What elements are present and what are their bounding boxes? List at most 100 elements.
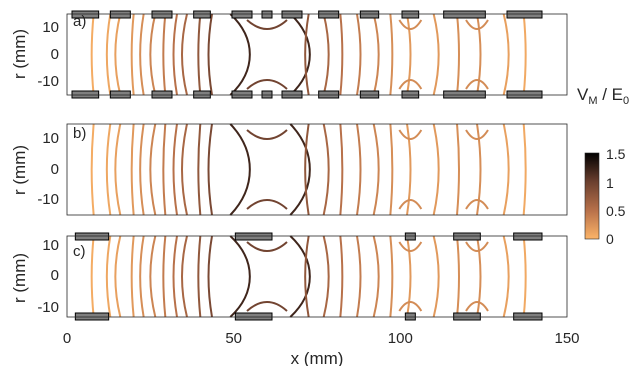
colorbar-tick-0: 0	[606, 231, 614, 247]
y-axis-label-a: r (mm)	[10, 29, 29, 79]
contour-line	[406, 13, 412, 96]
contour-line	[456, 235, 460, 318]
electrode-bottom	[261, 90, 273, 99]
contour-line	[130, 123, 135, 216]
contour-line	[372, 123, 380, 216]
ytick-label-10: 10	[42, 237, 59, 254]
electrode-bottom	[281, 90, 303, 99]
xtick-label-150: 150	[554, 330, 579, 347]
colorbar-tick-1: 1	[606, 175, 614, 191]
contour-loop	[398, 129, 423, 140]
contour-line	[356, 235, 362, 318]
contour-line	[502, 13, 510, 96]
contour-line	[322, 123, 330, 216]
electrode-bottom	[234, 312, 273, 321]
electrode-top	[261, 10, 273, 19]
panel-label-b: b)	[73, 125, 86, 142]
contour-line	[139, 235, 145, 318]
electrode-bottom	[401, 90, 420, 99]
contour-line	[502, 235, 510, 318]
electrode-bottom	[74, 312, 110, 321]
contour-line	[339, 235, 344, 318]
contour-line	[502, 123, 510, 216]
contour-loop	[465, 199, 489, 210]
electrode-top	[318, 10, 340, 19]
contour-line	[304, 235, 310, 318]
contour-line	[207, 13, 213, 96]
contour-line	[522, 13, 527, 96]
contour-loop	[465, 129, 489, 140]
ytick-label-0: 0	[51, 46, 59, 63]
electrode-bottom	[513, 312, 543, 321]
contour-line	[432, 13, 440, 96]
contour-line	[356, 123, 362, 216]
contour-line	[406, 123, 412, 216]
contour-line	[356, 13, 362, 96]
contour-loop	[398, 241, 423, 252]
x-axis-label: x (mm)	[291, 349, 344, 366]
contour-line	[432, 235, 440, 318]
contour-line	[322, 235, 330, 318]
y-axis-label-c: r (mm)	[10, 253, 29, 303]
axes-frame-b	[66, 123, 568, 216]
electrode-bottom	[151, 90, 173, 99]
contour-line	[139, 13, 145, 96]
electrode-bottom	[71, 90, 100, 99]
electrode-bottom	[318, 90, 340, 99]
electrode-bottom	[453, 312, 481, 321]
contour-line	[181, 123, 188, 216]
electrode-top	[74, 232, 110, 241]
contour-loop	[246, 199, 288, 210]
contour-line	[197, 235, 202, 318]
electrode-bottom	[506, 90, 543, 99]
electrode-top	[359, 10, 380, 19]
electrode-bottom	[443, 90, 486, 99]
contour-line	[130, 13, 135, 96]
axes-frame-c	[66, 235, 568, 318]
contour-line	[476, 123, 482, 216]
contour-loop	[398, 199, 423, 210]
contour-line	[372, 13, 380, 96]
contour-loop	[465, 79, 489, 90]
electrode-bottom	[109, 90, 131, 99]
contour-loop	[246, 129, 288, 140]
ytick-label-0: 0	[51, 267, 59, 284]
ytick-label-minus10: -10	[37, 299, 59, 316]
panel-a: a) 10 0 -10 r (mm)	[10, 10, 568, 99]
electrode-top	[443, 10, 486, 19]
contour-loop	[246, 301, 288, 312]
electrode-top	[151, 10, 173, 19]
contour-line	[456, 123, 460, 216]
contour-line	[229, 235, 251, 318]
electrode-top	[513, 232, 543, 241]
contour-line	[162, 123, 167, 216]
contour-line	[389, 235, 394, 318]
contour-line	[149, 13, 157, 96]
electrode-bottom	[193, 90, 211, 99]
contour-loop	[398, 301, 423, 312]
contour-line	[389, 13, 394, 96]
colorbar: VM / E0 1.5 1 0.5 0	[577, 85, 629, 247]
contour-loop	[465, 19, 489, 30]
electrodes-a	[71, 10, 543, 99]
contour-line	[172, 235, 178, 318]
ytick-label-minus10: -10	[37, 191, 59, 208]
contour-line	[289, 13, 311, 96]
contour-line	[197, 13, 202, 96]
contour-lines-b	[90, 123, 527, 216]
colorbar-tick-1.5: 1.5	[606, 146, 626, 162]
contour-line	[105, 123, 112, 216]
contour-line	[372, 235, 380, 318]
contour-line	[181, 235, 188, 318]
contour-line	[90, 123, 95, 216]
xtick-label-0: 0	[63, 330, 71, 347]
contour-line	[139, 123, 145, 216]
colorbar-gradient	[584, 152, 600, 240]
contour-line	[207, 123, 213, 216]
panel-c: c) 10 0 -10 r (mm) 0 50 100 150 x (mm)	[10, 232, 580, 366]
contour-line	[304, 13, 310, 96]
contour-loop	[465, 301, 489, 312]
contour-lines-c	[90, 235, 527, 318]
contour-loop	[465, 241, 489, 252]
